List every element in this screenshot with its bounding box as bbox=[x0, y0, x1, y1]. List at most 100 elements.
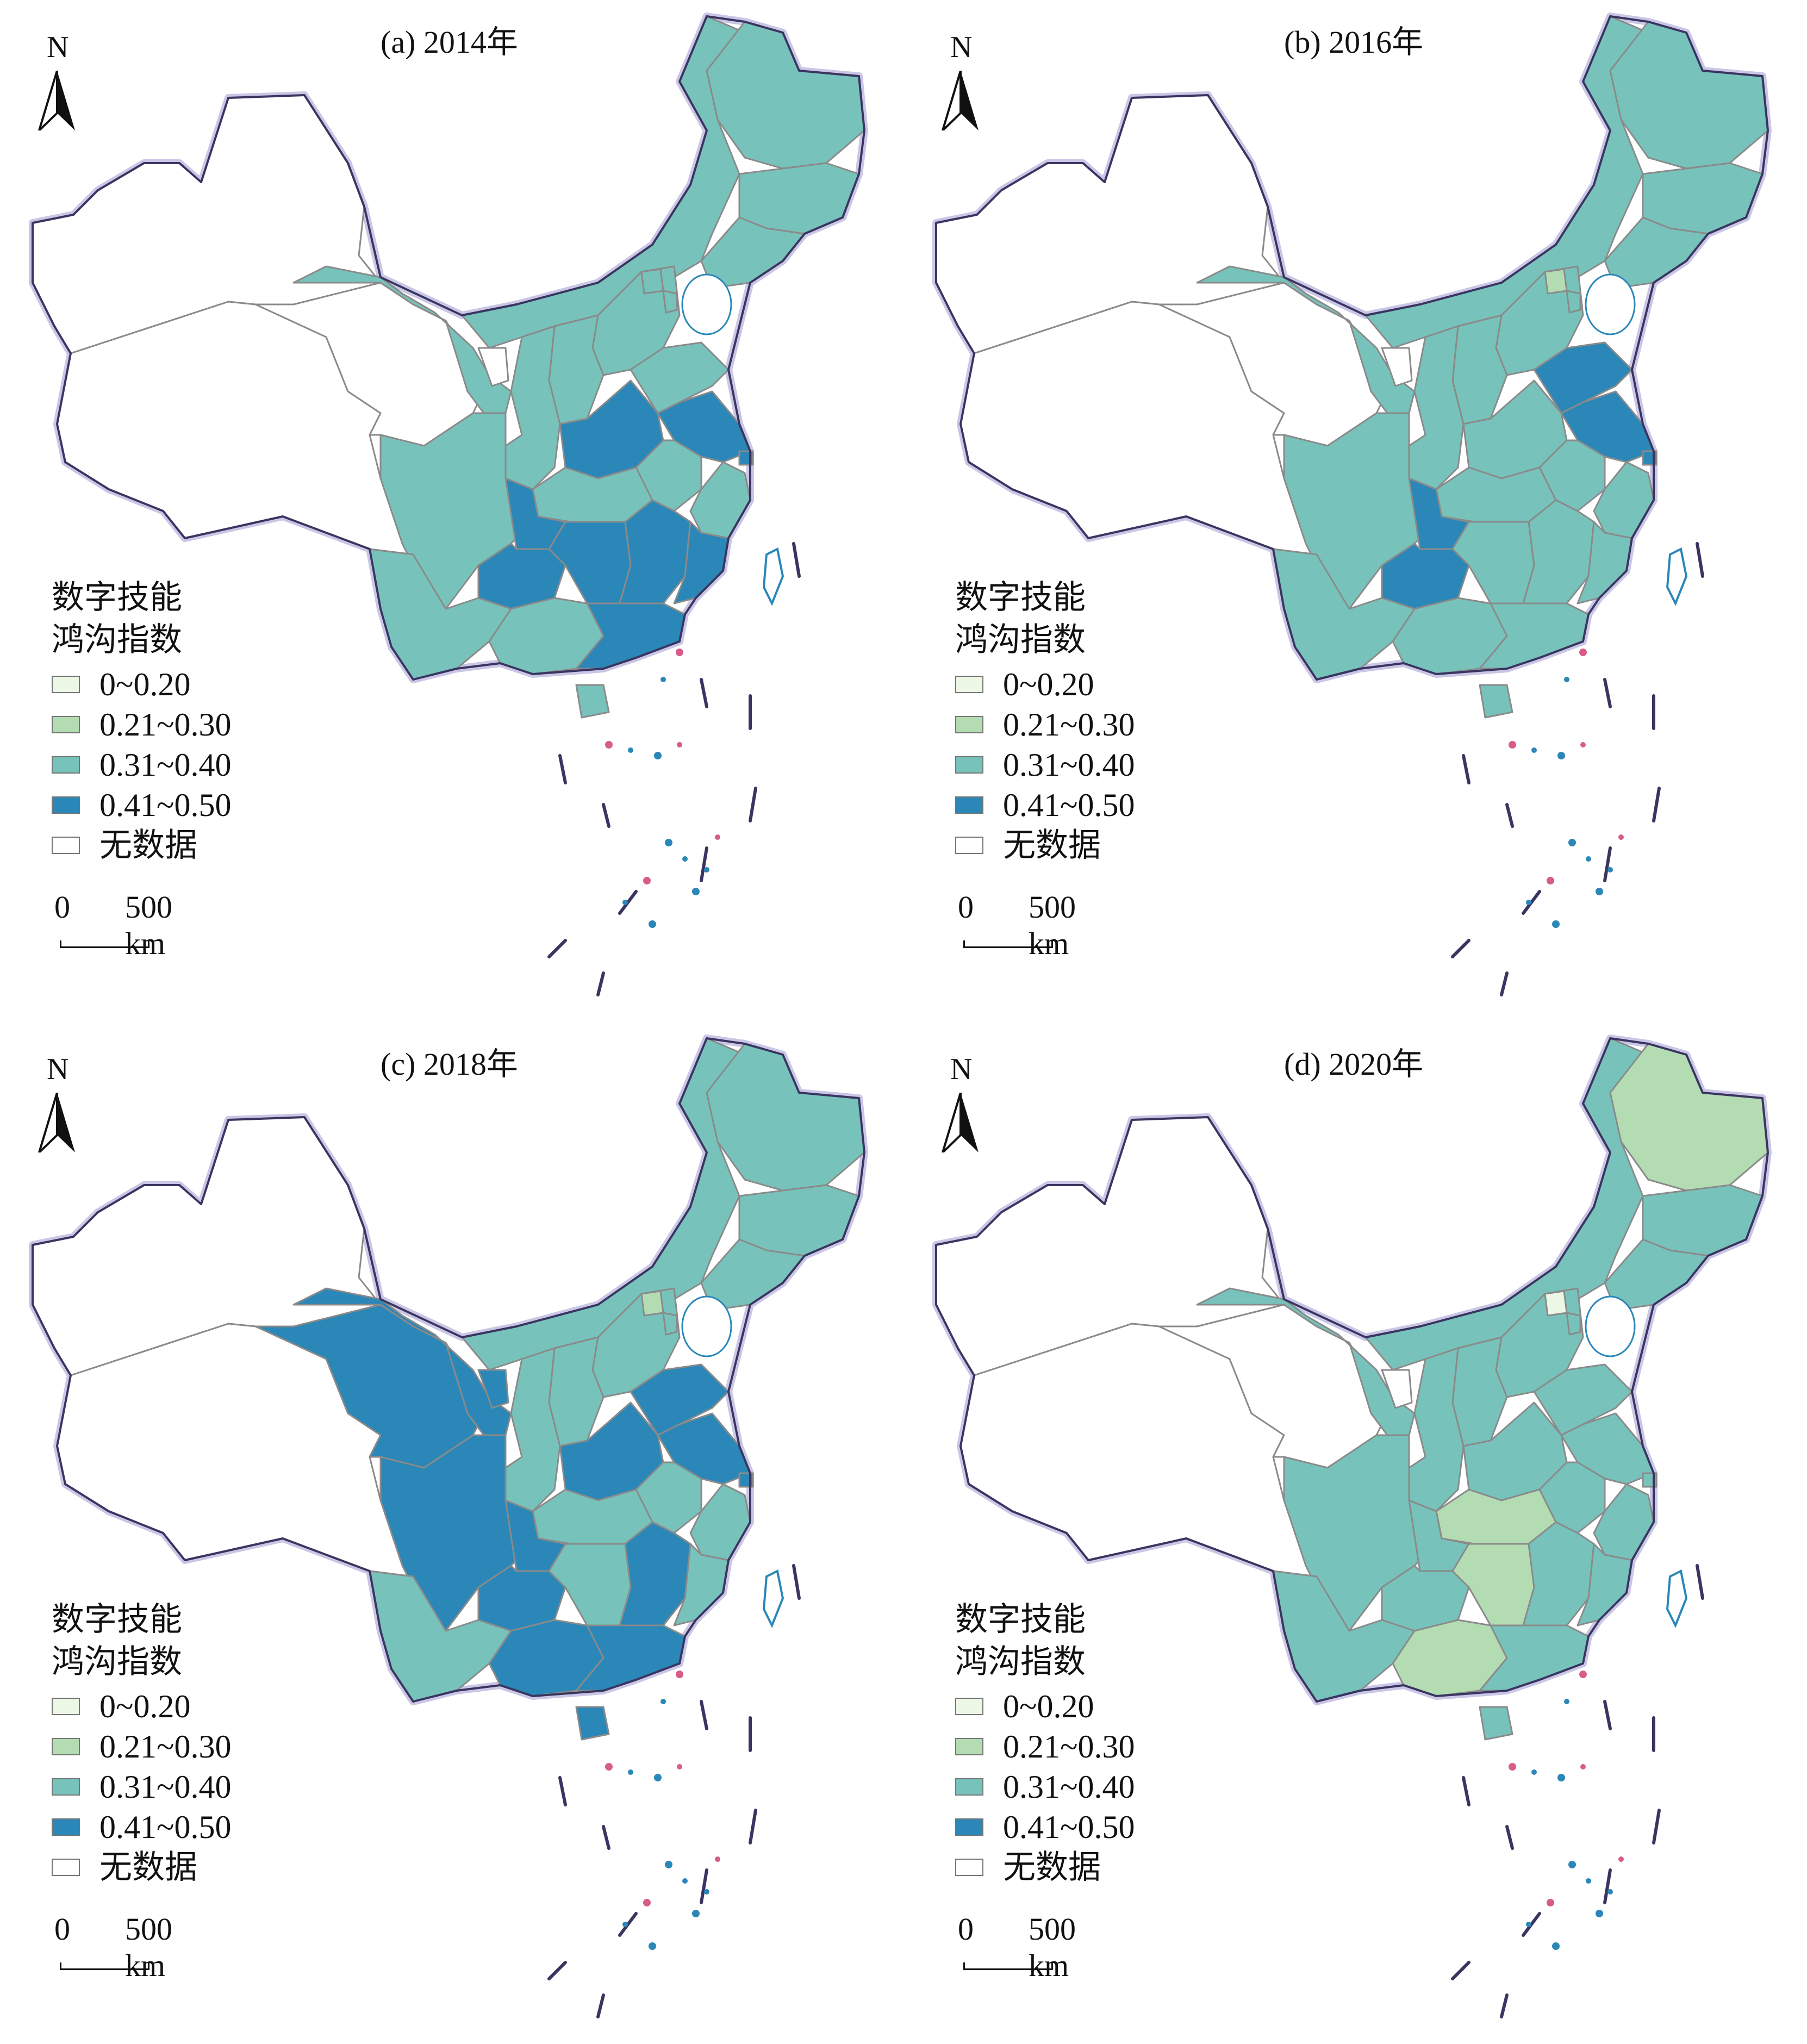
nine-dash-segment bbox=[749, 787, 757, 822]
legend-item: 0~0.20 bbox=[52, 664, 231, 705]
scale-zero: 0 bbox=[54, 1911, 70, 1947]
small-island bbox=[665, 839, 672, 846]
province-jilin bbox=[738, 1184, 860, 1257]
province-hainan bbox=[575, 1706, 610, 1741]
north-label: N bbox=[47, 1052, 69, 1086]
legend-swatch bbox=[955, 1738, 983, 1755]
map-panel-b: (b) 2016年 N 数字技能 鸿沟指数 0~0.20 0.21~0.30 0… bbox=[904, 0, 1807, 1022]
small-island bbox=[1618, 1856, 1624, 1862]
province-beijing bbox=[1544, 1290, 1568, 1317]
province-tianjin bbox=[1566, 290, 1581, 314]
small-island bbox=[677, 742, 682, 747]
scale-zero: 0 bbox=[958, 1911, 974, 1947]
province-jiangxi bbox=[1522, 499, 1595, 605]
legend-label: 0.41~0.50 bbox=[1003, 1809, 1135, 1845]
north-label: N bbox=[950, 1052, 973, 1086]
legend-item: 0.21~0.30 bbox=[955, 1727, 1135, 1767]
province-tianjin bbox=[1566, 1312, 1581, 1336]
legend-item: 0.31~0.40 bbox=[955, 745, 1135, 785]
map-legend: 数字技能 鸿沟指数 0~0.20 0.21~0.30 0.31~0.40 0.4… bbox=[52, 576, 231, 865]
legend-item: 无数据 bbox=[955, 1847, 1135, 1887]
north-arrow: N bbox=[942, 1052, 990, 1155]
nine-dash-segment bbox=[1505, 1825, 1514, 1850]
legend-swatch bbox=[52, 1738, 80, 1755]
province-ningxia bbox=[1381, 347, 1413, 387]
legend-label: 0~0.20 bbox=[99, 666, 191, 702]
legend-label: 0~0.20 bbox=[99, 1688, 191, 1724]
small-island bbox=[676, 649, 683, 656]
small-island bbox=[622, 1922, 628, 1927]
scale-zero: 0 bbox=[54, 889, 70, 925]
small-island bbox=[1607, 1889, 1613, 1895]
province-heilongjiang bbox=[1609, 21, 1769, 170]
legend-item: 0~0.20 bbox=[955, 1686, 1135, 1727]
province-jilin bbox=[738, 162, 860, 235]
nine-dash-segment bbox=[596, 1993, 605, 2018]
legend-label: 无数据 bbox=[99, 827, 197, 863]
legend-swatch bbox=[52, 1859, 80, 1876]
legend-swatch bbox=[52, 837, 80, 854]
legend-label: 0.41~0.50 bbox=[99, 1809, 232, 1845]
north-arrow-icon bbox=[942, 71, 979, 130]
legend-item: 0.41~0.50 bbox=[955, 785, 1135, 825]
nine-dash-segment bbox=[1462, 754, 1470, 784]
province-heilongjiang bbox=[1609, 1043, 1769, 1192]
scale-bar: 0 500 km bbox=[54, 889, 179, 961]
province-jilin bbox=[1642, 1184, 1764, 1257]
north-arrow: N bbox=[38, 1052, 87, 1155]
nine-dash-segment bbox=[1603, 1868, 1612, 1904]
small-island bbox=[1618, 834, 1624, 840]
small-island bbox=[1568, 1861, 1576, 1868]
nine-dash-segment bbox=[1652, 1809, 1661, 1844]
province-ningxia bbox=[477, 1369, 509, 1409]
nine-dash-segment bbox=[1500, 1993, 1509, 2018]
small-island bbox=[1557, 1774, 1565, 1781]
national-border bbox=[935, 1037, 1769, 1703]
legend-title-line1: 数字技能 bbox=[52, 579, 182, 615]
north-arrow-icon bbox=[942, 1093, 979, 1152]
small-island bbox=[682, 856, 688, 862]
nine-dash-segment bbox=[1451, 939, 1470, 958]
legend-swatch bbox=[955, 1859, 983, 1876]
nine-dash-segment bbox=[1603, 678, 1612, 708]
nine-dash-segment bbox=[749, 1809, 757, 1844]
nine-dash-segment bbox=[1462, 1776, 1470, 1806]
legend-title-line2: 鸿沟指数 bbox=[52, 622, 182, 658]
legend-item: 0.31~0.40 bbox=[955, 1767, 1135, 1807]
legend-swatch bbox=[52, 756, 80, 774]
map-legend: 数字技能 鸿沟指数 0~0.20 0.21~0.30 0.31~0.40 0.4… bbox=[955, 576, 1135, 865]
province-beijing bbox=[640, 268, 664, 295]
bohai-sea bbox=[1585, 1295, 1636, 1357]
scale-bar-line bbox=[963, 940, 1053, 948]
scale-bar-line bbox=[60, 1962, 149, 1970]
map-legend: 数字技能 鸿沟指数 0~0.20 0.21~0.30 0.31~0.40 0.4… bbox=[955, 1598, 1135, 1887]
legend-swatch bbox=[52, 1818, 80, 1836]
small-island bbox=[1509, 1763, 1516, 1771]
nine-dash-segment bbox=[602, 803, 610, 828]
north-arrow: N bbox=[38, 30, 87, 133]
nine-dash-segment bbox=[700, 1700, 708, 1730]
small-island bbox=[682, 1878, 688, 1884]
legend-label: 0.21~0.30 bbox=[99, 1729, 232, 1765]
province-jilin bbox=[1642, 162, 1764, 235]
province-tianjin bbox=[662, 1312, 678, 1336]
panel-title: (d) 2020年 bbox=[1284, 1046, 1424, 1082]
small-island bbox=[1586, 1878, 1591, 1884]
legend-swatch bbox=[52, 796, 80, 814]
island-taiwan bbox=[1666, 1569, 1688, 1628]
small-island bbox=[704, 867, 709, 873]
small-island bbox=[1568, 839, 1576, 846]
island-taiwan bbox=[1666, 547, 1688, 606]
small-island bbox=[605, 1763, 613, 1771]
legend-label: 0.21~0.30 bbox=[1003, 707, 1135, 743]
legend-swatch bbox=[955, 1778, 983, 1796]
legend-item: 0.21~0.30 bbox=[52, 1727, 231, 1767]
legend-label: 无数据 bbox=[99, 1849, 197, 1885]
north-arrow-icon bbox=[38, 71, 75, 130]
legend-title-line2: 鸿沟指数 bbox=[955, 622, 1086, 658]
bohai-sea bbox=[1585, 273, 1636, 335]
small-island bbox=[692, 1910, 700, 1917]
province-jiangxi bbox=[619, 499, 691, 605]
bohai-sea bbox=[681, 273, 732, 335]
china-province-map bbox=[932, 13, 1772, 996]
